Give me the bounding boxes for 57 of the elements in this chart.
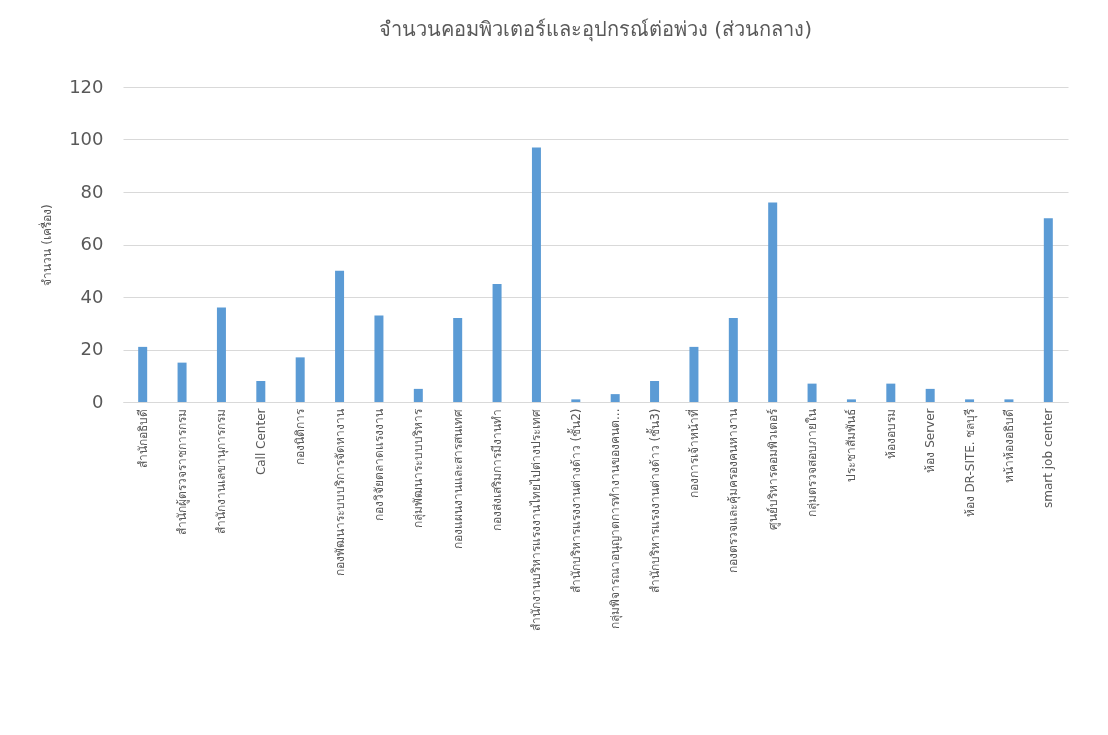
- bar: [413, 388, 423, 402]
- bar: [295, 357, 305, 402]
- y-tick-label: 20: [80, 338, 104, 359]
- y-axis-title: จำนวน (เครื่อง): [38, 204, 55, 286]
- y-tick-label: 0: [92, 390, 104, 412]
- bar: [571, 399, 581, 402]
- bar: [965, 399, 975, 402]
- bar: [768, 202, 778, 402]
- bar: [925, 388, 935, 402]
- y-tick-label: 100: [69, 128, 104, 149]
- x-tick-label: Call Center: [253, 408, 268, 476]
- bar: [453, 318, 463, 402]
- y-tick-label: 40: [80, 285, 104, 307]
- y-tick-label: 60: [80, 233, 104, 254]
- x-tick-label: สำนักผู้ตรวจราชการกรม: [175, 408, 191, 535]
- bar: [335, 270, 345, 402]
- bar: [610, 394, 620, 402]
- bar: [689, 346, 699, 402]
- x-tick-label: สำนักบริหารแรงงานต่างด้าว (ชั้น2): [566, 408, 583, 594]
- y-tick-label: 80: [80, 180, 104, 202]
- bar: [846, 399, 856, 402]
- x-tick-label: กองนิติการ: [293, 407, 308, 465]
- x-tick-label: ห้องอบรม: [883, 408, 898, 459]
- x-tick-label: ห้อง DR-SITE. ชลบุรี: [962, 407, 978, 518]
- x-tick-label: สำนักงานเลขานุการกรม: [214, 408, 230, 534]
- bar: [492, 283, 502, 402]
- bar: [138, 346, 148, 402]
- bar: [650, 381, 660, 402]
- bar: [1043, 218, 1053, 402]
- x-tick-label: กองตรวจและคุ้มครองคนหางาน: [726, 408, 742, 573]
- x-tick-label: กลุ่มตรวจสอบภายใน: [805, 408, 821, 517]
- chart-title: จำนวนคอมพิวเตอร์และอุปกรณ์ต่อพ่วง (ส่วนกลาง): [379, 17, 812, 42]
- y-tick-label: 120: [69, 75, 104, 97]
- x-tick-label: ประชาสัมพันธ์: [844, 408, 859, 482]
- bar: [531, 147, 541, 402]
- x-tick-label: สำนักบริหารแรงงานต่างด้าว (ชั้น3): [645, 408, 662, 594]
- x-tick-label: กองส่งเสริมการมีงานทำ: [490, 408, 505, 531]
- bar: [177, 362, 187, 402]
- x-tick-label: ห้อง Server: [923, 408, 938, 473]
- x-tick-label: กลุ่มพิจารณาอนุญาตการทำงานของคนต...: [608, 408, 624, 629]
- x-tick-label: กองวิจัยตลาดแรงงาน: [371, 408, 386, 521]
- bar: [807, 383, 817, 402]
- x-tick-label: สำนักงานบริหารแรงงานไทยไปต่างประเทศ: [529, 408, 544, 631]
- bar: [256, 381, 266, 402]
- bar: [374, 315, 384, 402]
- x-tick-label: ศูนย์บริหารคอมพิวเตอร์: [765, 407, 781, 530]
- bar: [1004, 399, 1014, 402]
- x-tick-label: กองพัฒนาระบบบริการจัดหางาน: [332, 408, 347, 576]
- x-tick-label: smart job center: [1041, 408, 1056, 508]
- bar: [886, 383, 896, 402]
- x-tick-label: กลุ่มพัฒนาระบบบริหาร: [411, 407, 427, 528]
- x-tick-label: หน้าห้องอธิบดี: [1001, 408, 1016, 483]
- x-tick-label: กองการเจ้าหน้าที่: [684, 408, 701, 498]
- x-tick-label: กองแผนงานและสารสนเทศ: [450, 408, 465, 549]
- bar: [216, 307, 226, 402]
- x-tick-label: สำนักอธิบดี: [135, 408, 150, 468]
- bar: [728, 318, 738, 402]
